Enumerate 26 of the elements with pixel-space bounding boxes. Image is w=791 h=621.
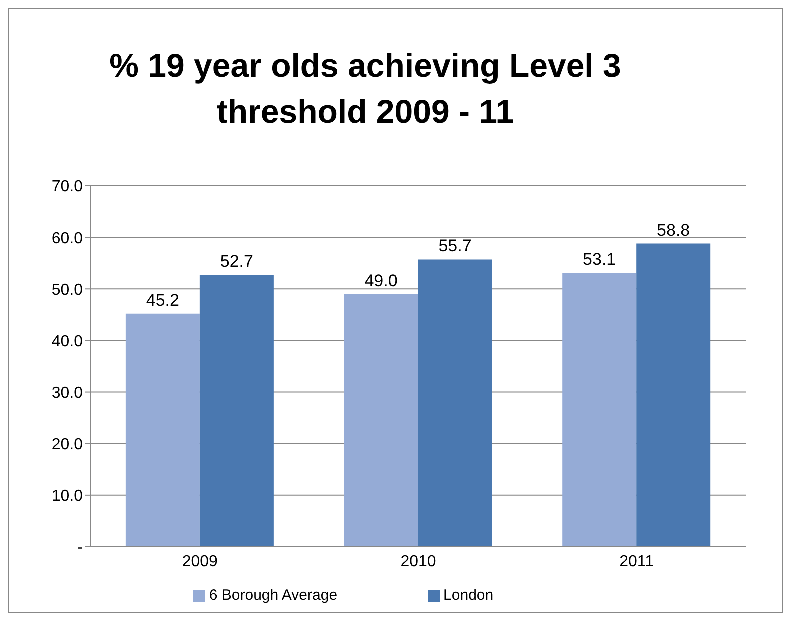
data-label: 45.2 [146,290,180,310]
bar [562,273,637,547]
x-tick-label: 2011 [620,553,654,570]
y-tick-label: 40.0 [52,333,84,350]
legend-label: 6 Borough Average [209,587,338,604]
y-tick-label: 10.0 [52,488,84,506]
x-tick-label: 2009 [182,553,218,570]
data-label: 52.7 [220,252,254,272]
y-tick-label: 70.0 [52,178,84,196]
bar [418,260,492,547]
bar [200,275,274,547]
data-label: 53.1 [583,250,616,270]
x-tick-label: 2010 [400,553,436,570]
bar [126,314,200,547]
y-tick-label: 60.0 [52,230,84,248]
y-tick-label: - [78,540,83,557]
bar [344,294,418,547]
y-tick-label: 50.0 [52,282,84,299]
chart-title: % 19 year olds achieving Level 3 threshold 2009 - 11 [108,46,622,132]
data-label: 58.8 [657,220,690,240]
data-label: 49.0 [364,271,398,290]
bar [636,244,711,547]
y-tick-label: 20.0 [52,436,84,454]
legend-label: London [444,587,494,604]
data-label: 55.7 [438,236,472,256]
y-tick-label: 30.0 [52,384,84,402]
